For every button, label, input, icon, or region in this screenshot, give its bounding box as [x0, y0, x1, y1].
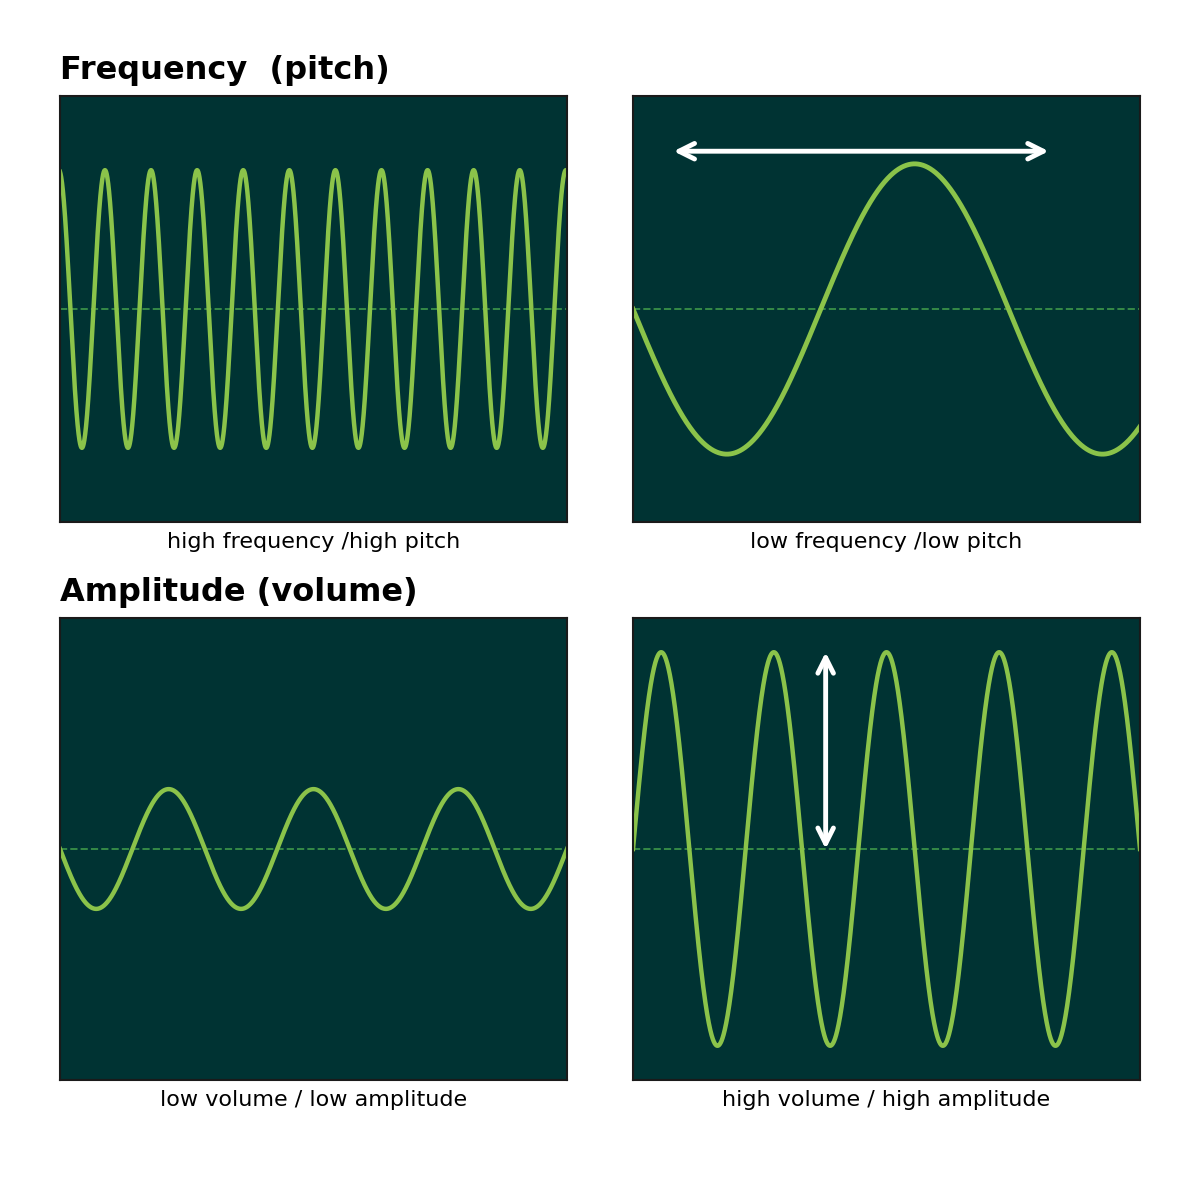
Text: high frequency /high pitch: high frequency /high pitch: [167, 532, 460, 552]
Text: low volume / low amplitude: low volume / low amplitude: [160, 1090, 467, 1110]
Text: Frequency  (pitch): Frequency (pitch): [60, 55, 390, 86]
Text: Amplitude (volume): Amplitude (volume): [60, 577, 418, 608]
Text: low frequency /low pitch: low frequency /low pitch: [750, 532, 1022, 552]
Text: high volume / high amplitude: high volume / high amplitude: [722, 1090, 1050, 1110]
